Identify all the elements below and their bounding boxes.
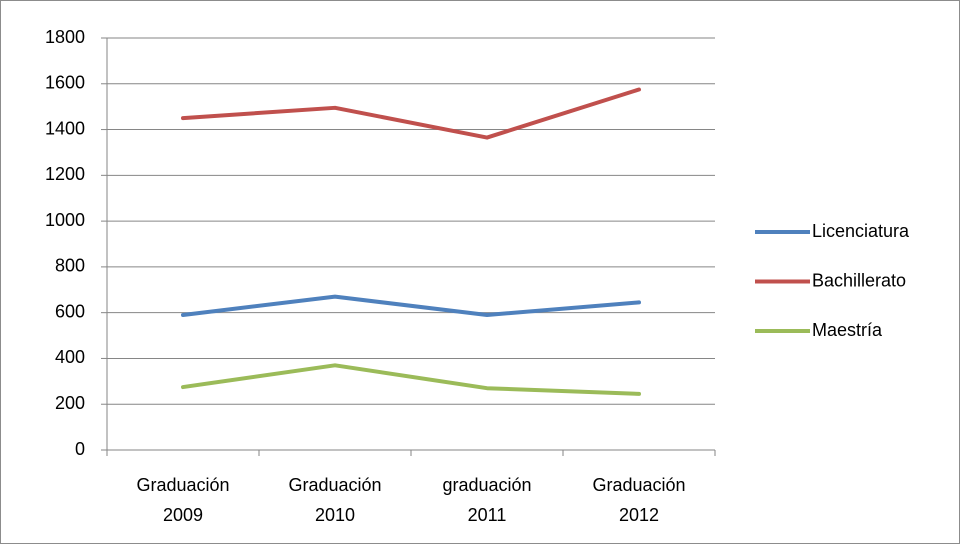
- x-tick-label: graduación 2011: [442, 475, 532, 525]
- y-tick-label: 400: [55, 347, 85, 367]
- y-tick-label: 1400: [45, 118, 85, 138]
- line-series: [181, 87, 641, 140]
- y-tick-label: 1800: [45, 27, 85, 47]
- x-tick-label: Graduación 2009: [136, 475, 230, 525]
- legend-label: Bachillerato: [812, 270, 906, 290]
- legend-label: Maestría: [812, 320, 883, 340]
- y-tick-label: 1000: [45, 210, 85, 230]
- line-series: [181, 294, 641, 317]
- x-tick-label: Graduación 2010: [288, 475, 382, 525]
- y-tick-label: 1200: [45, 164, 85, 184]
- legend-label: Licenciatura: [812, 221, 910, 241]
- x-tick-label: Graduación 2012: [592, 475, 686, 525]
- y-tick-label: 600: [55, 301, 85, 321]
- line-series: [181, 363, 641, 396]
- y-tick-label: 1600: [45, 73, 85, 93]
- y-tick-label: 800: [55, 256, 85, 276]
- y-tick-label: 0: [75, 439, 85, 459]
- y-tick-label: 200: [55, 393, 85, 413]
